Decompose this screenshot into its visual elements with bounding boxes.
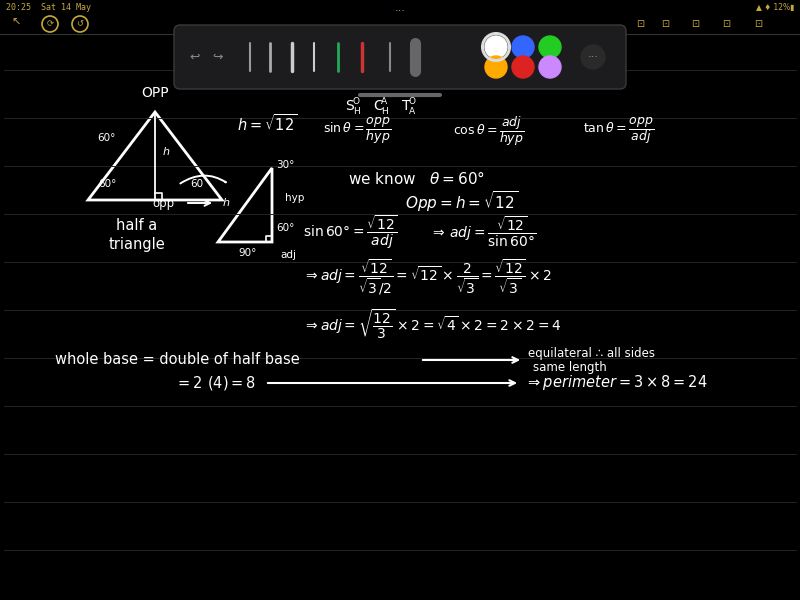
Text: H: H (381, 107, 387, 115)
Text: OPP: OPP (141, 86, 169, 100)
Text: O: O (409, 97, 415, 106)
Text: ↪: ↪ (213, 50, 223, 64)
Text: ⊡: ⊡ (661, 19, 669, 29)
Text: adj: adj (280, 250, 296, 260)
Text: A: A (381, 97, 387, 106)
Circle shape (581, 45, 605, 69)
Text: $\sin 60° = \dfrac{\sqrt{12}}{adj}$: $\sin 60° = \dfrac{\sqrt{12}}{adj}$ (303, 214, 398, 251)
Text: 90°: 90° (239, 248, 257, 258)
Text: ↖: ↖ (11, 18, 21, 28)
Text: opp: opp (152, 196, 174, 209)
Text: 20:25  Sat 14 May: 20:25 Sat 14 May (6, 3, 91, 12)
FancyArrowPatch shape (180, 176, 226, 184)
Text: ↩: ↩ (190, 50, 200, 64)
Text: ⊡: ⊡ (691, 19, 699, 29)
Text: same length: same length (533, 361, 606, 373)
Text: 60°: 60° (97, 133, 115, 143)
Circle shape (485, 36, 507, 58)
Text: half a: half a (116, 217, 158, 232)
Text: ⟳: ⟳ (46, 19, 54, 28)
Text: $\cos\theta = \dfrac{adj}{hyp}$: $\cos\theta = \dfrac{adj}{hyp}$ (453, 114, 524, 148)
Circle shape (539, 36, 561, 58)
Text: 60: 60 (190, 179, 203, 189)
Text: C: C (373, 99, 383, 113)
Text: A: A (409, 107, 415, 115)
Text: H: H (353, 107, 359, 115)
Text: triangle: triangle (109, 238, 166, 253)
Text: $\Rightarrow adj = \dfrac{\sqrt{12}}{\sqrt{3}/2} = \sqrt{12}\times\dfrac{2}{\sqr: $\Rightarrow adj = \dfrac{\sqrt{12}}{\sq… (303, 257, 552, 296)
Circle shape (512, 36, 534, 58)
Text: ↺: ↺ (77, 19, 83, 28)
Text: $Opp = h = \sqrt{12}$: $Opp = h = \sqrt{12}$ (405, 190, 518, 214)
Text: h: h (223, 198, 230, 208)
Text: ▲ ♦ 12%▮: ▲ ♦ 12%▮ (756, 3, 794, 12)
Text: 60°: 60° (98, 179, 116, 189)
FancyBboxPatch shape (174, 25, 626, 89)
Text: ···: ··· (587, 52, 598, 62)
Text: 60°: 60° (276, 223, 294, 233)
Text: ...: ... (394, 3, 406, 13)
Circle shape (512, 56, 534, 78)
Text: ⊡: ⊡ (722, 19, 730, 29)
Text: equilateral ∴ all sides: equilateral ∴ all sides (528, 347, 655, 361)
Text: T: T (402, 99, 410, 113)
Text: whole base = double of half base: whole base = double of half base (55, 352, 300, 367)
Text: $\Rightarrow\, adj = \dfrac{\sqrt{12}}{\sin 60°}$: $\Rightarrow\, adj = \dfrac{\sqrt{12}}{\… (430, 215, 536, 249)
Text: ⊡: ⊡ (754, 19, 762, 29)
Text: S: S (346, 99, 354, 113)
Text: ⊡: ⊡ (636, 19, 644, 29)
Text: 30°: 30° (276, 160, 294, 170)
Text: $\tan\theta = \dfrac{opp}{adj}$: $\tan\theta = \dfrac{opp}{adj}$ (583, 116, 654, 146)
Text: we know   $\theta = 60°$: we know $\theta = 60°$ (348, 169, 486, 187)
Text: $\Rightarrow perimeter = 3\times 8 = 24$: $\Rightarrow perimeter = 3\times 8 = 24$ (525, 373, 707, 392)
Text: $\sin\theta = \dfrac{opp}{hyp}$: $\sin\theta = \dfrac{opp}{hyp}$ (323, 116, 391, 146)
Text: $h = \sqrt{12}$: $h = \sqrt{12}$ (237, 113, 298, 133)
Text: $= 2\ (4) = 8$: $= 2\ (4) = 8$ (175, 374, 256, 392)
Circle shape (539, 56, 561, 78)
Circle shape (485, 56, 507, 78)
Text: $\Rightarrow adj = \sqrt{\dfrac{12}{3}}\times 2 = \sqrt{4}\times 2 = 2\times 2 =: $\Rightarrow adj = \sqrt{\dfrac{12}{3}}\… (303, 307, 562, 341)
Text: hyp: hyp (285, 193, 304, 203)
Text: O: O (353, 97, 359, 106)
Text: h: h (163, 147, 170, 157)
